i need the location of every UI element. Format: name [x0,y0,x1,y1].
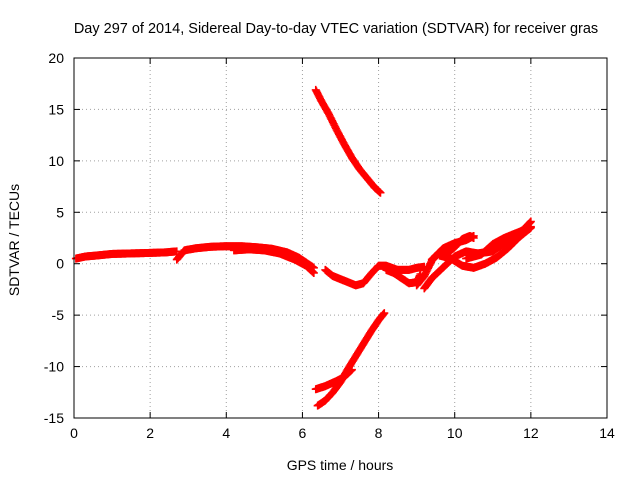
y-tick-label: -15 [44,410,64,426]
data-point [526,222,535,231]
series-arc-main-1 [71,247,181,263]
x-tick-label: 6 [299,425,307,441]
y-tick-label: 0 [56,256,64,272]
data-point [380,309,389,318]
y-tick-label: 15 [48,101,64,117]
series-arc-late-4 [462,222,535,263]
y-tick-label: 20 [48,50,64,66]
series-arc-lower-b [311,365,356,394]
x-tick-label: 0 [70,425,78,441]
x-tick-label: 4 [222,425,230,441]
data-point [347,365,356,374]
x-tick-label: 12 [523,425,539,441]
axis-ticks: 0 2 4 6 8 10 12 14 -15 -10 -5 0 5 10 15 20 [44,50,615,441]
y-axis-label: SDTVAR / TECUs [6,184,22,296]
chart-title: Day 297 of 2014, Sidereal Day-to-day VTE… [74,21,598,37]
plot-frame [73,57,608,419]
series-arc-upper [311,85,385,197]
data-point [376,188,385,197]
x-tick-label: 8 [375,425,383,441]
y-tick-label: -5 [52,307,65,323]
x-tick-label: 2 [146,425,154,441]
series-arc-lower-a [313,309,389,410]
series-arc-main-3 [229,245,318,277]
x-tick-label: 14 [599,425,615,441]
data-point [309,268,318,277]
series-arc-late-3 [435,223,535,272]
y-tick-label: -10 [44,359,64,375]
data-point [172,247,181,256]
y-tick-label: 10 [48,153,64,169]
grid [74,58,607,418]
data-points [71,85,535,410]
data-point [469,231,478,240]
series-arc-late-5 [427,231,478,264]
y-tick-label: 5 [56,204,64,220]
x-tick-label: 10 [447,425,463,441]
x-axis-label: GPS time / hours [287,457,394,473]
